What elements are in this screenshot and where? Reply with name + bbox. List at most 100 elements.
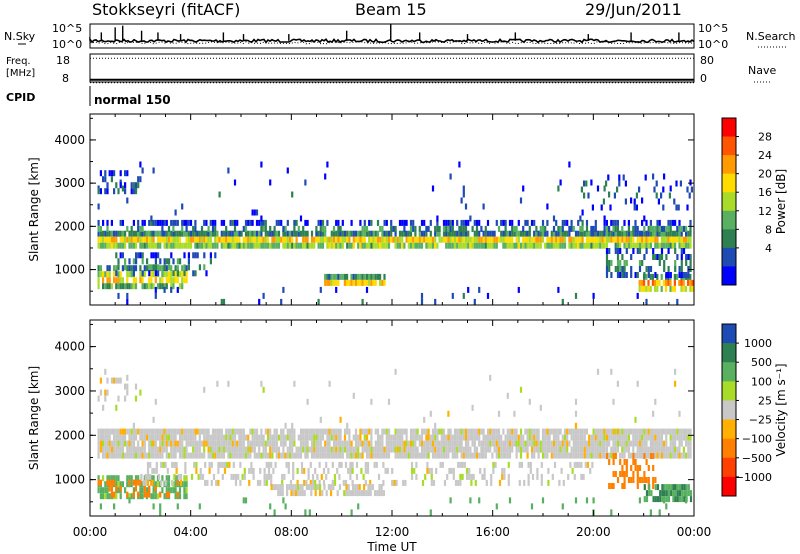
data-cell [183,481,186,488]
data-cell [134,395,138,402]
data-cell [352,236,355,243]
data-cell [649,230,652,237]
data-cell [274,461,277,468]
data-cell [513,440,516,447]
data-cell [291,236,294,243]
data-cell [126,452,129,459]
data-cell [467,230,470,237]
data-cell [689,179,692,186]
data-cell [363,440,366,447]
data-cell [159,230,162,237]
data-cell [194,252,197,259]
data-cell [203,440,206,447]
data-cell [207,236,210,243]
data-cell [113,503,116,510]
data-cell [495,428,498,435]
data-cell [588,452,591,459]
data-cell [130,493,133,500]
data-cell [128,230,131,237]
data-cell [621,225,624,232]
data-cell [484,242,487,249]
data-cell [302,440,305,447]
data-cell [154,230,157,237]
data-cell [106,475,109,482]
data-cell [97,236,100,243]
colorbar-segment [722,324,736,344]
data-cell [405,428,408,435]
data-cell [581,236,584,243]
data-cell [603,242,606,249]
data-cell [395,479,398,486]
data-cell [490,473,493,480]
data-cell [170,271,173,278]
data-cell [414,236,417,243]
data-cell [634,440,637,447]
data-cell [330,279,333,286]
data-cell [124,264,127,271]
data-cell [233,219,237,226]
data-cell [174,230,177,237]
data-cell [172,481,175,488]
data-cell [539,225,542,232]
data-cell [97,242,100,249]
data-cell [117,428,120,435]
data-cell [244,497,248,504]
data-cell [269,179,272,186]
data-cell [236,236,239,243]
data-cell [616,428,619,435]
data-cell [159,491,162,498]
data-cell [152,264,155,271]
data-cell [185,487,188,494]
data-cell [211,242,215,249]
data-cell [341,242,344,249]
data-cell [630,272,633,278]
data-cell [291,422,294,429]
data-cell [99,188,102,195]
data-cell [623,236,626,243]
data-cell [144,473,147,480]
data-cell [312,484,315,491]
data-cell [126,428,129,435]
data-cell [563,236,567,243]
data-cell [669,434,672,441]
data-cell [106,219,109,226]
data-cell [473,434,476,441]
data-cell [608,248,611,254]
data-cell [567,473,570,480]
data-cell [121,452,124,459]
data-cell [132,479,135,486]
data-cell [165,236,168,243]
data-cell [330,428,333,435]
data-cell [674,266,677,272]
data-cell [214,236,217,243]
data-cell [382,479,385,486]
data-cell [603,215,606,222]
data-cell [623,428,626,435]
data-cell [121,277,124,284]
data-cell [608,459,611,465]
data-cell [574,428,578,435]
data-cell [184,467,187,474]
data-cell [612,453,615,459]
data-cell [159,236,162,243]
data-cell [317,434,320,441]
data-cell [608,236,611,243]
data-cell [540,473,543,480]
data-cell [659,490,662,497]
data-cell [429,434,432,441]
data-cell [550,242,553,249]
data-cell [97,440,100,447]
data-cell [492,461,495,468]
data-cell [331,461,334,468]
data-cell [592,242,595,249]
data-cell [679,180,682,187]
data-cell [610,368,613,375]
data-cell [165,242,168,249]
data-cell [452,467,455,474]
data-cell [645,273,648,280]
data-cell [198,230,201,237]
data-cell [401,219,404,226]
data-cell [453,236,457,243]
data-cell [436,440,439,447]
data-cell [458,428,461,435]
